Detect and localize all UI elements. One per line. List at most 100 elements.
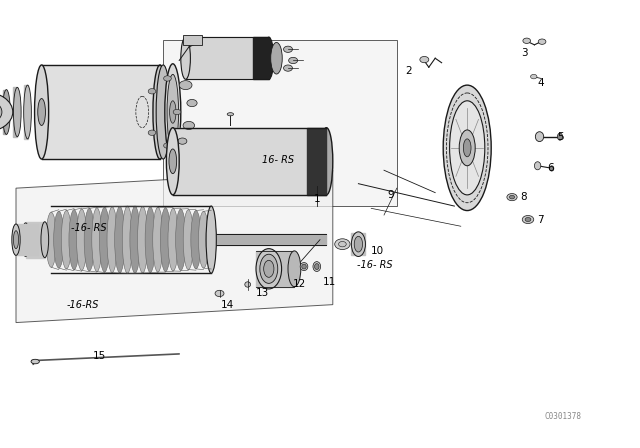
Ellipse shape <box>191 211 201 269</box>
Ellipse shape <box>535 132 543 142</box>
Circle shape <box>215 290 224 297</box>
Ellipse shape <box>31 359 40 364</box>
Text: 11: 11 <box>323 277 336 287</box>
Ellipse shape <box>22 223 29 256</box>
Ellipse shape <box>165 64 181 160</box>
Ellipse shape <box>443 85 492 211</box>
Ellipse shape <box>167 74 179 150</box>
Text: 14: 14 <box>221 300 234 310</box>
Ellipse shape <box>534 162 541 170</box>
Text: -16- RS: -16- RS <box>70 224 106 233</box>
Polygon shape <box>256 251 294 287</box>
Text: 7: 7 <box>538 215 544 224</box>
Ellipse shape <box>24 85 31 139</box>
Ellipse shape <box>271 43 282 74</box>
Text: 1: 1 <box>314 194 320 204</box>
Text: 16- RS: 16- RS <box>262 155 294 165</box>
Circle shape <box>284 46 292 52</box>
Text: 8: 8 <box>520 192 527 202</box>
Circle shape <box>187 99 197 107</box>
Polygon shape <box>26 222 45 258</box>
Text: -16- RS: -16- RS <box>356 260 392 270</box>
Ellipse shape <box>0 93 2 131</box>
Ellipse shape <box>161 208 171 271</box>
Ellipse shape <box>153 65 167 159</box>
Ellipse shape <box>54 211 64 268</box>
Circle shape <box>509 195 515 199</box>
Circle shape <box>148 130 156 135</box>
Ellipse shape <box>130 206 140 273</box>
Circle shape <box>183 121 195 129</box>
Text: 13: 13 <box>256 289 269 298</box>
Ellipse shape <box>99 207 109 272</box>
Ellipse shape <box>156 65 170 159</box>
Polygon shape <box>163 40 397 206</box>
Circle shape <box>525 217 531 221</box>
Circle shape <box>335 239 350 250</box>
Ellipse shape <box>355 237 363 252</box>
Ellipse shape <box>314 263 319 270</box>
Text: 15: 15 <box>93 351 106 361</box>
Ellipse shape <box>463 139 471 157</box>
Ellipse shape <box>245 282 251 287</box>
Ellipse shape <box>3 90 10 134</box>
Circle shape <box>179 81 192 90</box>
Ellipse shape <box>107 207 117 272</box>
Ellipse shape <box>153 207 163 272</box>
Ellipse shape <box>449 101 485 195</box>
Ellipse shape <box>13 231 19 249</box>
Ellipse shape <box>549 166 554 171</box>
Ellipse shape <box>227 112 234 116</box>
Text: 10: 10 <box>371 246 384 256</box>
Ellipse shape <box>264 260 274 277</box>
Circle shape <box>339 241 346 247</box>
Text: 3: 3 <box>522 48 528 58</box>
Ellipse shape <box>260 254 278 283</box>
Ellipse shape <box>180 37 191 79</box>
Polygon shape <box>16 224 38 255</box>
Circle shape <box>420 56 429 63</box>
Polygon shape <box>24 85 28 139</box>
Circle shape <box>507 194 517 201</box>
Ellipse shape <box>460 130 476 166</box>
Ellipse shape <box>138 207 148 273</box>
Polygon shape <box>3 90 6 134</box>
Text: C0301378: C0301378 <box>545 412 582 421</box>
Ellipse shape <box>557 133 563 140</box>
Ellipse shape <box>122 206 132 273</box>
Ellipse shape <box>46 212 56 267</box>
Circle shape <box>164 76 172 81</box>
Circle shape <box>178 138 187 144</box>
Text: 12: 12 <box>293 280 306 289</box>
Ellipse shape <box>77 209 87 270</box>
Text: 2: 2 <box>405 66 412 76</box>
Ellipse shape <box>170 101 176 123</box>
Circle shape <box>173 109 181 115</box>
Ellipse shape <box>92 208 102 271</box>
Ellipse shape <box>166 128 179 195</box>
Ellipse shape <box>264 37 274 79</box>
Ellipse shape <box>300 263 308 271</box>
Ellipse shape <box>169 149 177 173</box>
Circle shape <box>164 143 172 148</box>
Circle shape <box>0 92 13 132</box>
Ellipse shape <box>84 208 95 271</box>
Polygon shape <box>16 170 333 323</box>
Circle shape <box>522 215 534 224</box>
Ellipse shape <box>13 87 21 137</box>
Ellipse shape <box>12 224 20 255</box>
Polygon shape <box>186 37 269 79</box>
Circle shape <box>523 38 531 43</box>
Polygon shape <box>307 128 326 195</box>
Ellipse shape <box>115 207 125 273</box>
Ellipse shape <box>313 262 321 271</box>
Ellipse shape <box>69 210 79 270</box>
FancyBboxPatch shape <box>183 35 202 45</box>
Ellipse shape <box>288 251 301 287</box>
Text: 5: 5 <box>557 132 563 142</box>
Circle shape <box>538 39 546 44</box>
Circle shape <box>289 57 298 64</box>
Circle shape <box>148 89 156 94</box>
Ellipse shape <box>168 208 178 271</box>
Ellipse shape <box>61 211 72 269</box>
